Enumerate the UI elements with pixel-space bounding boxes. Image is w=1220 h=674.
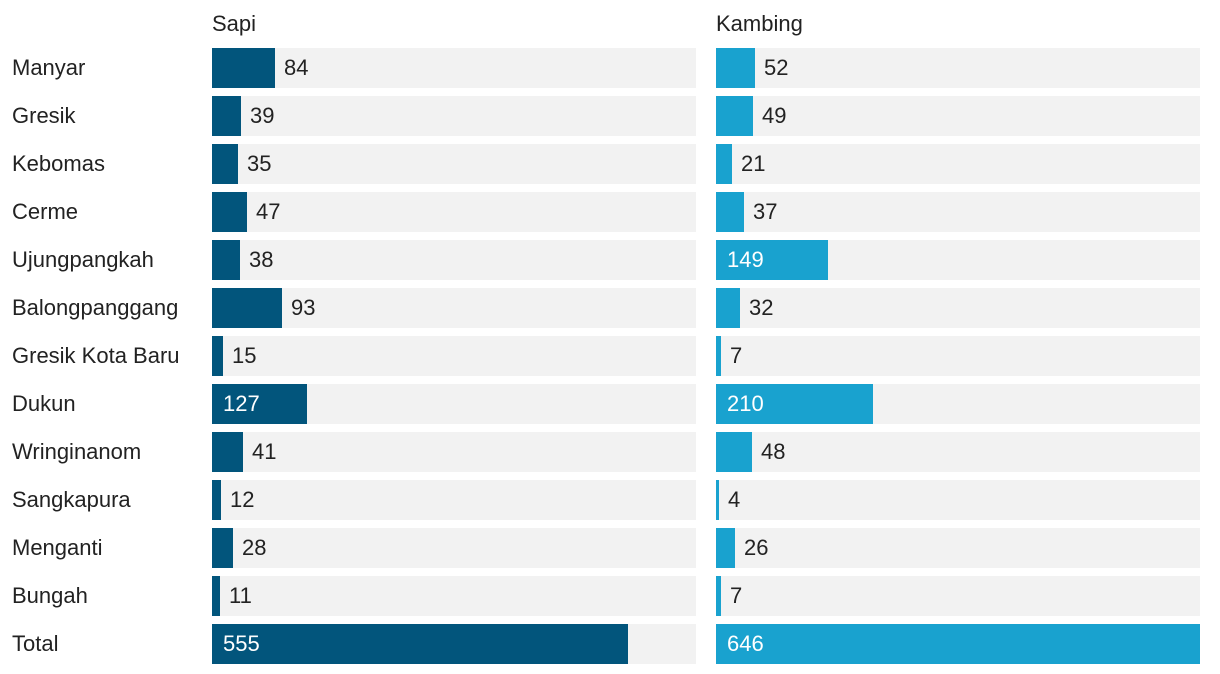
bar: [212, 240, 240, 280]
bar: [716, 432, 752, 472]
bar: [212, 480, 221, 520]
bar: [716, 528, 735, 568]
category-label: Kebomas: [12, 151, 105, 176]
bar-track: 555: [212, 624, 696, 664]
data-label: 646: [727, 631, 764, 656]
bar-track: 7: [716, 576, 1200, 616]
data-label: 28: [242, 535, 267, 560]
series-header: Kambing: [716, 11, 803, 36]
data-label: 84: [284, 55, 309, 80]
bar: [716, 480, 719, 520]
data-label: 38: [249, 247, 274, 272]
bar: [716, 192, 744, 232]
bar: [212, 432, 243, 472]
bar: [212, 144, 238, 184]
data-label: 210: [727, 391, 764, 416]
data-label: 35: [247, 151, 272, 176]
bar: [212, 96, 241, 136]
bar-track: 49: [716, 96, 1200, 136]
bar-track: 41: [212, 432, 696, 472]
category-label: Manyar: [12, 55, 86, 80]
data-label: 49: [762, 103, 787, 128]
bar-track: 26: [716, 528, 1200, 568]
data-label: 48: [761, 439, 786, 464]
data-label: 127: [223, 391, 260, 416]
data-label: 7: [730, 343, 743, 368]
category-label: Dukun: [12, 391, 76, 416]
bar: [212, 528, 233, 568]
category-label: Ujungpangkah: [12, 247, 154, 272]
bar: [716, 96, 753, 136]
bar-track: 84: [212, 48, 696, 88]
bar: [716, 624, 1200, 664]
data-label: 7: [730, 583, 743, 608]
category-label: Bungah: [12, 583, 88, 608]
bar-track: 7: [716, 336, 1200, 376]
bar-track: 15: [212, 336, 696, 376]
bar: [716, 336, 721, 376]
data-label: 93: [291, 295, 316, 320]
category-label: Total: [12, 631, 59, 656]
category-label: Wringinanom: [12, 439, 142, 464]
bar: [212, 288, 282, 328]
data-label: 41: [252, 439, 277, 464]
series-header: Sapi: [212, 11, 257, 36]
category-label: Menganti: [12, 535, 103, 560]
bar-track: 37: [716, 192, 1200, 232]
bar-track: 93: [212, 288, 696, 328]
data-label: 37: [753, 199, 778, 224]
bar: [212, 624, 628, 664]
bar-track: 12: [212, 480, 696, 520]
category-label: Cerme: [12, 199, 79, 224]
bar: [716, 240, 828, 280]
bar: [716, 384, 873, 424]
bar-track: 28: [212, 528, 696, 568]
bar-track: 149: [716, 240, 1200, 280]
category-label: Gresik: [12, 103, 76, 128]
bar: [716, 144, 732, 184]
bar-track: 32: [716, 288, 1200, 328]
data-label: 32: [749, 295, 774, 320]
data-label: 4: [728, 487, 741, 512]
bar: [212, 336, 223, 376]
bar-track: 4: [716, 480, 1200, 520]
category-label: Gresik Kota Baru: [12, 343, 180, 368]
category-label: Sangkapura: [12, 487, 131, 512]
data-label: 52: [764, 55, 789, 80]
data-label: 149: [727, 247, 764, 272]
bar-track: 210: [716, 384, 1200, 424]
bar-track: 52: [716, 48, 1200, 88]
bar: [212, 192, 247, 232]
bar: [212, 576, 220, 616]
bar-track: 11: [212, 576, 696, 616]
bar-track: 48: [716, 432, 1200, 472]
data-label: 21: [741, 151, 766, 176]
data-label: 15: [232, 343, 257, 368]
bar-track: 47: [212, 192, 696, 232]
bar: [716, 48, 755, 88]
bar: [716, 576, 721, 616]
bar-track: 21: [716, 144, 1200, 184]
bar: [212, 384, 307, 424]
bar-track: 646: [716, 624, 1200, 664]
data-label: 26: [744, 535, 769, 560]
data-label: 11: [229, 583, 252, 608]
data-label: 12: [230, 487, 255, 512]
bar: [716, 288, 740, 328]
bar-track: 38: [212, 240, 696, 280]
data-label: 39: [250, 103, 275, 128]
bar-track: 127: [212, 384, 696, 424]
data-label: 47: [256, 199, 281, 224]
category-label: Balongpanggang: [12, 295, 179, 320]
bar: [212, 48, 275, 88]
bar-track: 35: [212, 144, 696, 184]
bar-track: 39: [212, 96, 696, 136]
data-label: 555: [223, 631, 260, 656]
